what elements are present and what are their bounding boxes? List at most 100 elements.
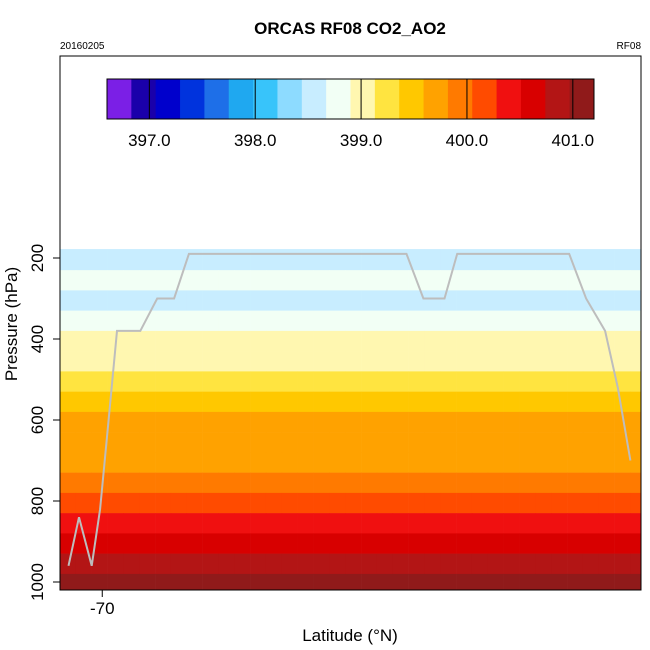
heatmap-cell bbox=[392, 330, 409, 352]
heatmap-cell bbox=[265, 391, 283, 413]
heatmap-cell bbox=[250, 270, 267, 291]
heatmap-cell bbox=[503, 351, 520, 372]
heatmap-cell bbox=[361, 432, 378, 453]
colorbar-swatch bbox=[326, 79, 351, 119]
heatmap-cell bbox=[582, 452, 600, 473]
heatmap-cell bbox=[329, 330, 346, 352]
y-tick-label: 400 bbox=[28, 325, 47, 353]
heatmap-cell bbox=[630, 492, 642, 514]
heatmap-cell bbox=[535, 351, 552, 372]
heatmap-cell bbox=[361, 310, 378, 332]
heatmap-cell bbox=[91, 270, 108, 291]
heatmap-cell bbox=[440, 432, 457, 453]
colorbar-tick-label: 400.0 bbox=[446, 131, 489, 150]
heatmap-cell bbox=[361, 391, 378, 413]
heatmap-cell bbox=[440, 371, 457, 392]
heatmap-cell bbox=[376, 249, 394, 271]
heatmap-cell bbox=[202, 553, 219, 575]
heatmap-cell bbox=[614, 351, 631, 372]
heatmap-cell bbox=[582, 290, 600, 311]
heatmap-cell bbox=[218, 492, 235, 514]
heatmap-cell bbox=[582, 432, 600, 453]
heatmap-cell bbox=[345, 371, 362, 392]
heatmap-cell bbox=[281, 472, 298, 494]
heatmap-cell bbox=[155, 411, 172, 433]
heatmap-cell bbox=[234, 573, 251, 591]
heatmap-cell bbox=[234, 270, 251, 291]
heatmap-cell bbox=[75, 330, 92, 352]
heatmap-cell bbox=[376, 310, 394, 332]
heatmap-cell bbox=[551, 249, 568, 271]
heatmap-cell bbox=[519, 330, 536, 352]
heatmap-cell bbox=[123, 270, 140, 291]
heatmap-cell bbox=[75, 249, 92, 271]
heatmap-cell bbox=[123, 452, 140, 473]
heatmap-cell bbox=[313, 452, 330, 473]
heatmap-cell bbox=[456, 310, 473, 332]
heatmap-cell bbox=[123, 492, 140, 514]
heatmap-cell bbox=[281, 432, 298, 453]
heatmap-cell bbox=[313, 513, 330, 534]
heatmap-cell bbox=[408, 553, 425, 575]
heatmap-cell bbox=[392, 472, 409, 494]
heatmap-cell bbox=[91, 351, 108, 372]
heatmap-cell bbox=[60, 472, 77, 494]
heatmap-cell bbox=[265, 351, 283, 372]
heatmap-cell bbox=[139, 452, 156, 473]
heatmap-cell bbox=[503, 513, 520, 534]
heatmap-cell bbox=[376, 330, 394, 352]
heatmap-cell bbox=[519, 391, 536, 413]
colorbar-tick-label: 398.0 bbox=[234, 131, 277, 150]
heatmap-cell bbox=[598, 472, 615, 494]
heatmap-cell bbox=[598, 391, 615, 413]
heatmap-cell bbox=[567, 513, 584, 534]
colorbar-tick-label: 401.0 bbox=[552, 131, 595, 150]
heatmap-cell bbox=[614, 573, 631, 591]
heatmap-cell bbox=[297, 432, 314, 453]
heatmap-cell bbox=[630, 573, 642, 591]
heatmap-cell bbox=[60, 290, 77, 311]
colorbar-swatch bbox=[228, 79, 254, 119]
heatmap-cell bbox=[630, 533, 642, 554]
heatmap-cell bbox=[424, 553, 441, 575]
heatmap-cell bbox=[345, 472, 362, 494]
heatmap-cell bbox=[202, 573, 219, 591]
heatmap-cell bbox=[535, 270, 552, 291]
heatmap-cell bbox=[535, 513, 552, 534]
heatmap-cell bbox=[123, 351, 140, 372]
heatmap-cell bbox=[186, 371, 203, 392]
heatmap-cell bbox=[345, 553, 362, 575]
heatmap-cell bbox=[582, 472, 600, 494]
heatmap-cell bbox=[614, 492, 631, 514]
heatmap-cell bbox=[487, 533, 504, 554]
heatmap-cell bbox=[107, 533, 124, 554]
heatmap-cell bbox=[503, 452, 520, 473]
heatmap-cell bbox=[155, 330, 172, 352]
y-tick-label: 600 bbox=[28, 406, 47, 434]
heatmap-cell bbox=[139, 351, 156, 372]
heatmap-cell bbox=[107, 553, 124, 575]
heatmap-cell bbox=[392, 391, 409, 413]
heatmap-cell bbox=[139, 411, 156, 433]
heatmap-cell bbox=[471, 573, 489, 591]
y-axis-label: Pressure (hPa) bbox=[2, 267, 21, 381]
colorbar-swatch bbox=[520, 79, 546, 119]
heatmap-cell bbox=[265, 270, 283, 291]
heatmap-cell bbox=[487, 492, 504, 514]
heatmap-cell bbox=[123, 290, 140, 311]
heatmap-cell bbox=[456, 391, 473, 413]
colorbar-swatch bbox=[374, 79, 400, 119]
heatmap-cell bbox=[186, 249, 203, 271]
y-tick-label: 200 bbox=[28, 244, 47, 272]
heatmap-cell bbox=[519, 513, 536, 534]
heatmap-cell bbox=[598, 249, 615, 271]
heatmap-cell bbox=[234, 411, 251, 433]
heatmap-cell bbox=[582, 411, 600, 433]
heatmap-cell bbox=[614, 533, 631, 554]
heatmap-cell bbox=[202, 432, 219, 453]
heatmap-cell bbox=[265, 411, 283, 433]
heatmap-cell bbox=[265, 432, 283, 453]
heatmap-cell bbox=[345, 533, 362, 554]
heatmap-cell bbox=[503, 492, 520, 514]
heatmap-cell bbox=[123, 391, 140, 413]
